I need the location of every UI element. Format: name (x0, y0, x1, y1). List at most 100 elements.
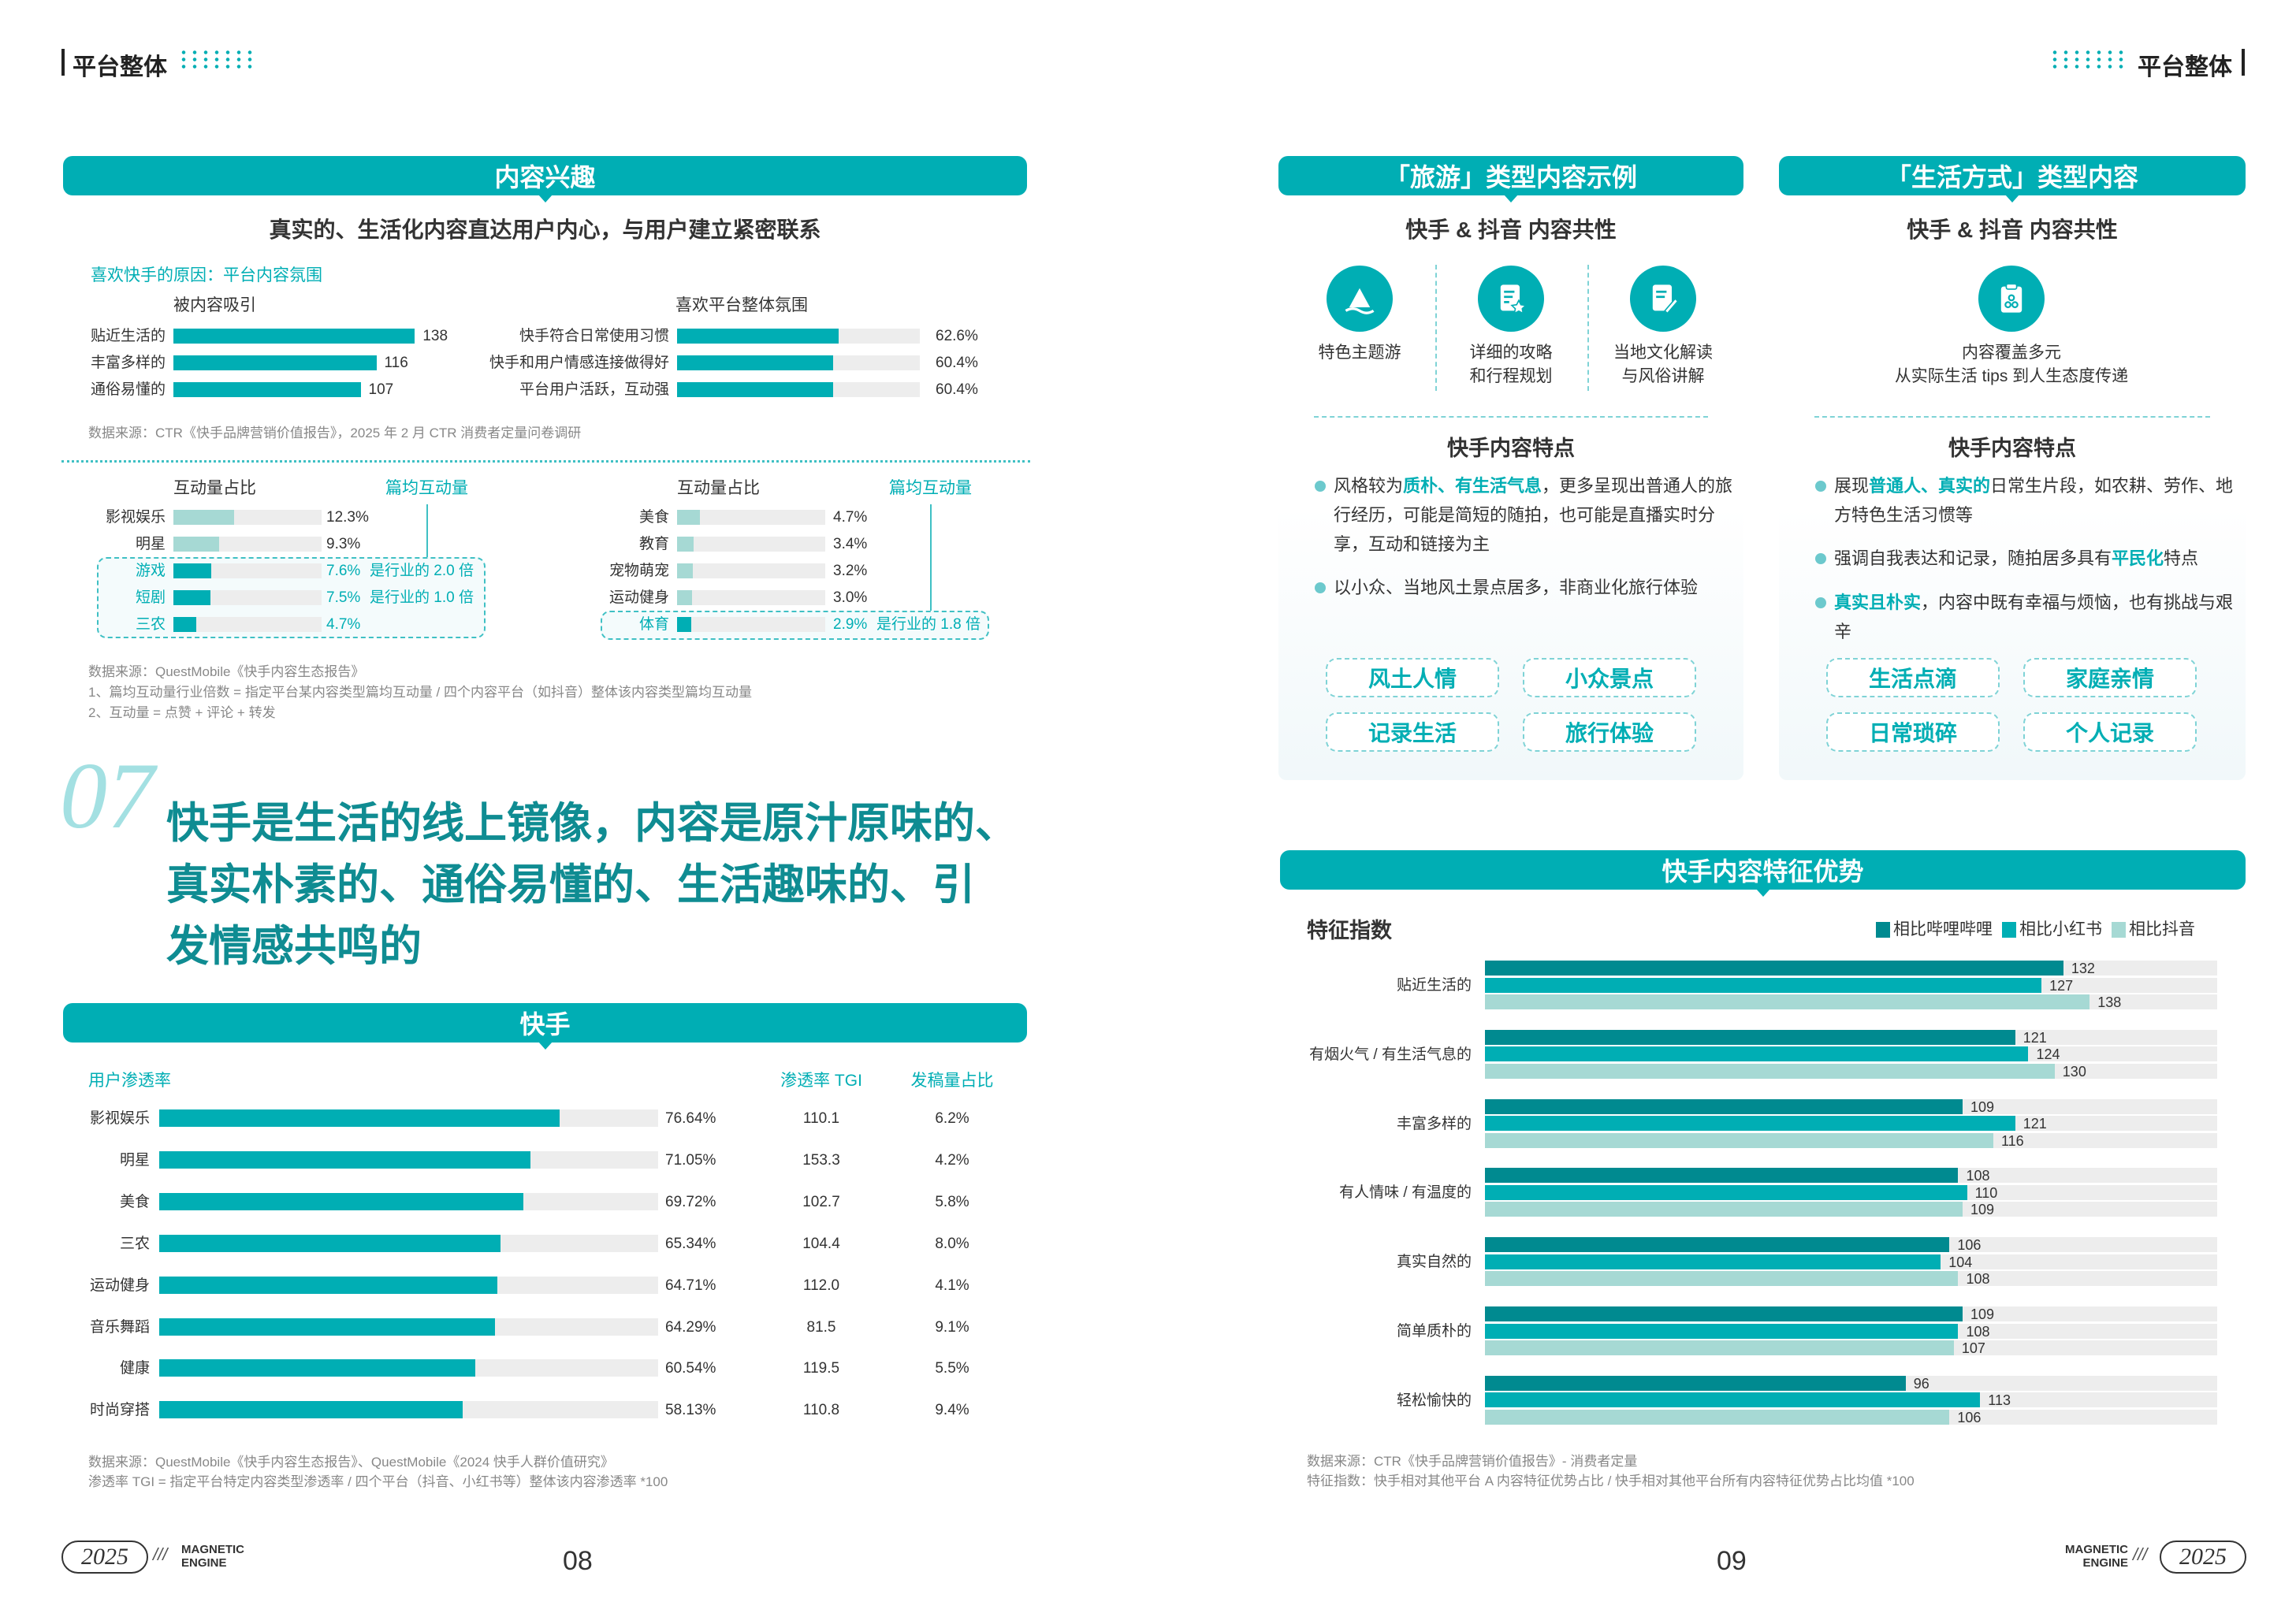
horizontal-divider (1814, 416, 2210, 418)
feature-bar-value: 109 (1970, 1098, 1995, 1115)
interaction-bar-track (677, 510, 825, 525)
feature-bar (1485, 1392, 1981, 1408)
feature-bar-value: 124 (2036, 1046, 2060, 1063)
penetration-bar-track (159, 1150, 658, 1169)
share-value: 9.1% (935, 1318, 969, 1336)
interaction-value: 7.6% (326, 563, 361, 579)
tgi-value: 153.3 (802, 1151, 840, 1169)
source-line: 渗透率 TGI = 指定平台特定内容类型渗透率 / 四个平台（抖音、小红书等）整… (88, 1474, 668, 1489)
banner-feature-advantage: 快手内容特征优势 (1280, 850, 2246, 897)
interaction-value: 2.9% (833, 616, 868, 633)
feature-bar-track (1485, 1409, 2217, 1425)
industry-multiple: 是行业的 2.0 倍 (370, 563, 474, 579)
atmosphere-bar (677, 355, 833, 370)
feature-bar (1485, 1116, 2015, 1132)
penetration-bar (159, 1109, 560, 1127)
feature-bar-track (1485, 1046, 2217, 1062)
penetration-value: 64.71% (665, 1277, 716, 1294)
guide-star-icon (1500, 284, 1528, 315)
source-line: 1、篇均互动量行业倍数 = 指定平台某内容类型篇均互动量 / 四个内容平台（如抖… (88, 685, 752, 700)
clipboard-icon (1978, 266, 2045, 332)
interaction-bar (677, 617, 692, 632)
row-label: 时尚穿搭 (89, 1402, 150, 1419)
interaction-bar-track (677, 537, 825, 552)
brand-line2: ENGINE (2082, 1556, 2128, 1570)
atmosphere-label: 快手和用户情感连接做得好 (489, 355, 669, 371)
icon-caption: 和行程规划 (1469, 367, 1553, 385)
interaction-bar (677, 537, 694, 552)
headline-line: 真实朴素的、通俗易懂的、生活趣味的、引 (166, 861, 975, 909)
chart-title: 特征指数 (1307, 919, 1392, 942)
interaction-bar (173, 617, 197, 632)
attract-label: 贴近生活的 (90, 328, 166, 344)
category-label: 真实自然的 (1396, 1254, 1472, 1271)
interaction-bar (677, 563, 694, 578)
feature-bar-value: 132 (2071, 961, 2095, 976)
highlight-text: 普通人、真实的 (1869, 476, 1991, 496)
attract-title: 被内容吸引 (173, 296, 256, 314)
mountain-icon (1327, 266, 1393, 332)
highlight-text: 质朴、有生活气息 (1403, 476, 1542, 496)
interaction-bar-track (677, 617, 825, 632)
interaction-value: 7.5% (326, 589, 361, 606)
tgi-value: 102.7 (802, 1193, 840, 1210)
bullet-text: ，内容中既有幸福与烦恼，也有挑战与艰辛 (1834, 593, 2234, 641)
interaction-bar-track (677, 563, 825, 578)
source-note-1: 数据来源：CTR《快手品牌营销价值报告》，2025 年 2 月 CTR 消费者定… (88, 426, 582, 440)
bullet-text: 以小众、当地风土景点居多，非商业化旅行体验 (1334, 578, 1699, 597)
feature-bar-track (1485, 1340, 2217, 1355)
header-right (2242, 49, 2245, 76)
feature-bar-track (1485, 994, 2217, 1009)
attract-label: 丰富多样的 (90, 355, 166, 371)
atmosphere-bar (677, 329, 839, 344)
interaction-bar (173, 590, 210, 605)
penetration-value: 58.13% (665, 1402, 716, 1419)
feature-bar-value: 96 (1913, 1375, 1929, 1392)
subtitle: 真实的、生活化内容直达用户内心，与用户建立紧密联系 (269, 217, 821, 242)
feature-bar (1485, 1306, 1963, 1321)
icon-caption: 当地文化解读 (1613, 344, 1713, 362)
section-header-right: 平台整体 (2138, 54, 2232, 80)
horizontal-divider (1314, 416, 1708, 418)
feature-title: 快手内容特点 (1447, 437, 1575, 460)
feature-bar-track (1485, 1132, 2217, 1148)
share-value: 6.2% (935, 1110, 969, 1127)
penetration-bar-track (159, 1192, 658, 1210)
brand-line1: MAGNETIC (181, 1543, 244, 1556)
atmosphere-title: 喜欢平台整体氛围 (675, 296, 808, 314)
feature-bar-value: 107 (1961, 1340, 1985, 1356)
interaction-value: 3.0% (833, 589, 868, 606)
feature-bar-track (1485, 1254, 2217, 1269)
share-value: 4.2% (935, 1151, 969, 1169)
penetration-value: 69.72% (665, 1193, 716, 1210)
row-label: 三农 (119, 1235, 150, 1252)
interaction-label: 体育 (638, 616, 669, 633)
atmosphere-bar-track (677, 382, 920, 397)
banner-content-interest: 内容兴趣 (63, 156, 1027, 203)
penetration-bar-track (159, 1234, 658, 1252)
attract-bar (173, 355, 377, 370)
share-value: 8.0% (935, 1235, 969, 1252)
legend-swatch (2002, 922, 2016, 938)
category-label: 轻松愉快的 (1396, 1392, 1472, 1409)
bullet-text: 特点 (2164, 548, 2199, 568)
vertical-divider (1435, 265, 1437, 391)
share-value: 4.1% (935, 1277, 969, 1294)
feature-bar (1485, 1184, 1967, 1200)
interaction-label: 运动健身 (608, 589, 669, 606)
brand-line2: ENGINE (181, 1556, 227, 1570)
row-label: 音乐舞蹈 (89, 1318, 150, 1336)
interaction-bar (173, 510, 235, 525)
legend-label: 相比小红书 (2019, 920, 2102, 938)
interaction-bar-track (677, 590, 825, 605)
interaction-bar (677, 590, 692, 605)
feature-bar-value: 130 (2062, 1063, 2086, 1080)
bullet-dot-icon (1815, 481, 1826, 492)
connector-line (930, 504, 932, 611)
interaction-bar (677, 510, 701, 525)
interaction-value: 4.7% (326, 616, 361, 633)
category-label: 有人情味 / 有温度的 (1339, 1184, 1472, 1202)
feature-bar-value: 127 (2049, 977, 2074, 994)
year-logo: 2025 (2160, 1541, 2246, 1574)
tgi-value: 110.1 (802, 1110, 840, 1127)
